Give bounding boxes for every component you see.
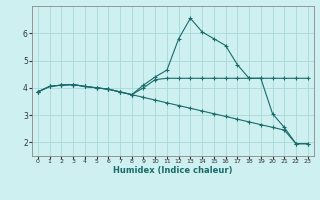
X-axis label: Humidex (Indice chaleur): Humidex (Indice chaleur) — [113, 166, 233, 175]
